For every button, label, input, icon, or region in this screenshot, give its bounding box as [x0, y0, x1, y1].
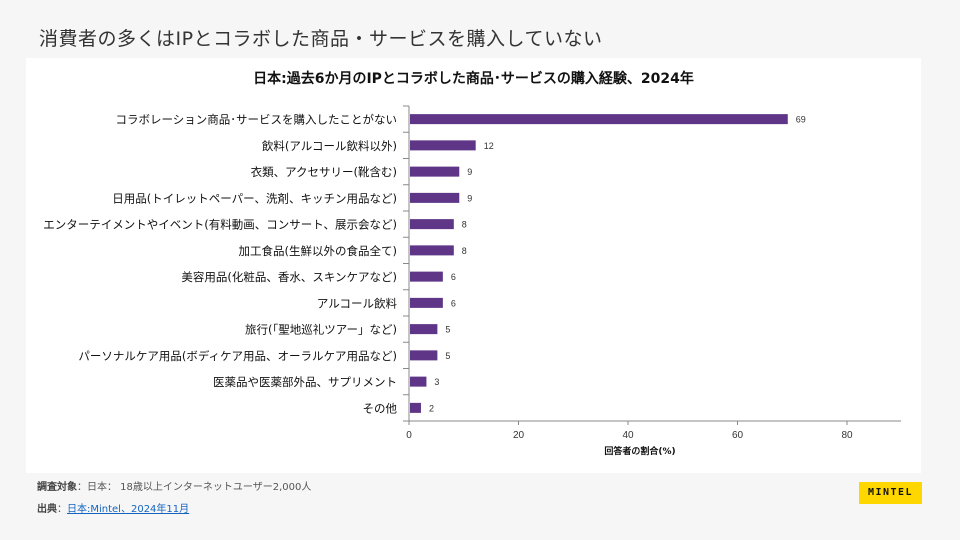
category-label: パーソナルケア用品(ボディケア用品、オーラルケア用品など) [78, 349, 397, 363]
chart-panel: 日本:過去6か月のIPとコラボした商品･サービスの購入経験、2024年 0 20 4… [26, 58, 921, 473]
category-label: 日用品(トイレットペーパー、洗剤、キッチン用品など) [112, 191, 397, 205]
bar [410, 114, 788, 125]
category-label: 医薬品や医薬部外品、サプリメント [213, 375, 397, 389]
data-label: 8 [462, 246, 467, 256]
page-title: 消費者の多くはIPとコラボした商品・サービスを購入していない [39, 28, 603, 50]
bar [410, 192, 460, 203]
source-label: 出典 [37, 504, 57, 515]
data-label: 5 [445, 325, 450, 335]
data-label: 9 [467, 193, 472, 203]
bar [410, 140, 476, 151]
bar [410, 402, 421, 413]
data-label: 6 [451, 272, 456, 282]
category-label: 衣類、アクセサリー(靴含む) [251, 165, 397, 179]
category-label: その他 [363, 401, 398, 415]
category-label: 旅行(「聖地巡礼ツアー」など) [245, 323, 397, 337]
category-label: アルコール飲料 [317, 296, 398, 310]
data-label: 69 [796, 115, 806, 125]
category-label: 加工食品(生鮮以外の食品全て) [239, 244, 397, 258]
base-text: 日本： 18歳以上インターネットユーザー2,000人 [87, 482, 312, 493]
chart-title: 日本:過去6か月のIPとコラボした商品･サービスの購入経験、2024年 [253, 71, 694, 87]
base-label: 調査対象 [37, 482, 77, 493]
bar [410, 376, 427, 387]
source-link[interactable]: 日本:Mintel、2024年11月 [67, 504, 190, 515]
bar [410, 271, 443, 282]
bar [410, 297, 443, 308]
category-label: コラボレーション商品･サービスを購入したことがない [115, 113, 397, 127]
data-label: 2 [429, 403, 434, 413]
base-note: 調査対象：日本： 18歳以上インターネットユーザー2,000人 [37, 481, 311, 503]
bar [410, 324, 438, 335]
separator: ： [77, 482, 87, 493]
category-label: エンターテイメントやイベント(有料動画、コンサート、展示会など) [43, 218, 397, 232]
bar-chart: 0 20 40 60 80回答者の割合(%)69コラボレーション商品･サービスを購入した… [43, 105, 901, 457]
x-tick-label: 20 [513, 430, 525, 441]
data-label: 8 [462, 220, 467, 230]
mintel-logo: MINTEL [859, 482, 922, 504]
data-label: 9 [467, 167, 472, 177]
bar [410, 350, 438, 361]
x-tick-label: 40 [622, 430, 634, 441]
source-note: 出典：日本:Mintel、2024年11月 [37, 503, 311, 525]
x-tick-label: 60 [732, 430, 744, 441]
x-tick-label: 0 [406, 430, 412, 441]
data-label: 5 [445, 351, 450, 361]
data-label: 12 [484, 141, 494, 151]
data-label: 6 [451, 298, 456, 308]
category-label: 飲料(アルコール飲料以外) [262, 139, 397, 153]
footnotes: 調査対象：日本： 18歳以上インターネットユーザー2,000人 出典：日本:Mi… [37, 481, 311, 525]
bar [410, 166, 460, 177]
x-tick-label: 80 [841, 430, 853, 441]
bar [410, 245, 454, 256]
separator: ： [57, 504, 67, 515]
bar [410, 219, 454, 230]
data-label: 3 [434, 377, 439, 387]
category-label: 美容用品(化粧品、香水、スキンケアなど) [181, 270, 397, 284]
x-axis-title: 回答者の割合(%) [604, 445, 675, 457]
